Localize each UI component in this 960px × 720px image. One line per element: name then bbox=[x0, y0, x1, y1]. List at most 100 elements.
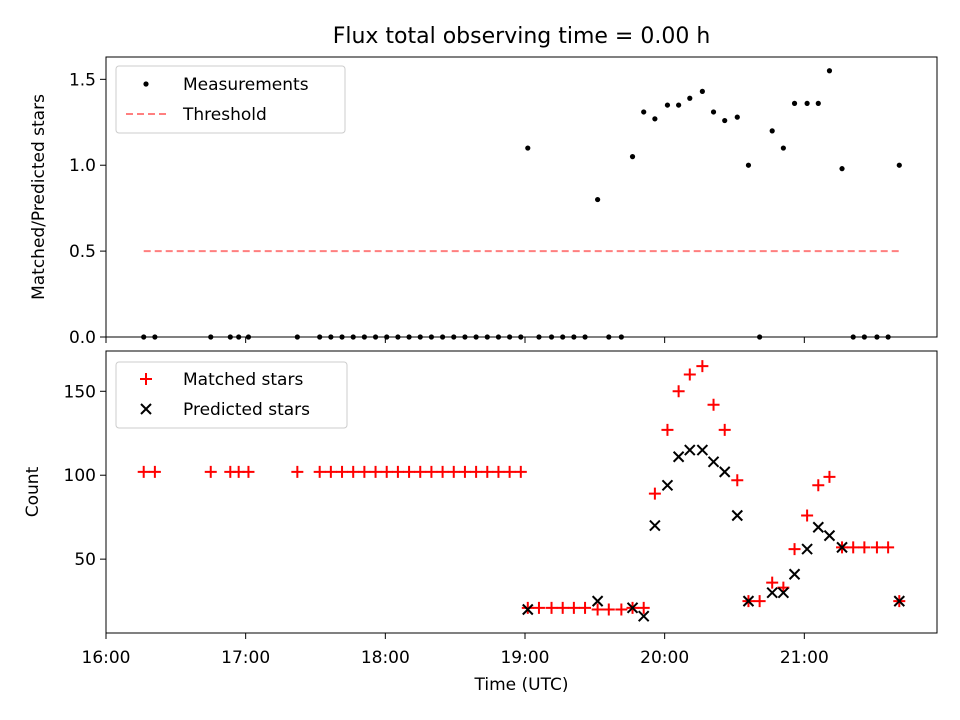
measurement-point bbox=[769, 128, 775, 134]
top-ytick-label: 0.0 bbox=[69, 328, 96, 348]
measurement-point bbox=[815, 100, 821, 106]
matched-star-point bbox=[369, 465, 382, 478]
predicted-star-point bbox=[661, 479, 674, 491]
predicted-star-point bbox=[649, 519, 661, 532]
matched-star-point bbox=[812, 479, 825, 492]
measurement-point bbox=[734, 114, 740, 120]
predicted-star-point bbox=[788, 568, 801, 580]
matched-star-point bbox=[556, 601, 569, 614]
measurement-point bbox=[745, 162, 752, 168]
measurement-point bbox=[722, 117, 728, 124]
matched-star-point bbox=[788, 543, 801, 556]
bottom-yticks: 50 100 150 bbox=[64, 382, 106, 570]
matched-star-point bbox=[753, 595, 766, 608]
matched-star-point bbox=[414, 465, 427, 478]
top-xticks bbox=[105, 337, 805, 343]
bottom-marks bbox=[137, 360, 906, 622]
matched-star-point bbox=[425, 465, 438, 478]
matched-star-point bbox=[648, 487, 661, 500]
xtick-label: 18:00 bbox=[361, 648, 410, 668]
matched-star-point bbox=[731, 474, 744, 487]
xtick-label: 17:00 bbox=[221, 648, 270, 668]
top-y-axis-label: Matched/Predicted stars bbox=[29, 94, 49, 300]
matched-star-point bbox=[579, 601, 592, 614]
measurement-point bbox=[629, 154, 636, 160]
matched-star-point bbox=[324, 465, 337, 478]
matched-star-point bbox=[521, 601, 534, 614]
bottom-ytick-label: 100 bbox=[64, 466, 96, 486]
predicted-star-point bbox=[672, 451, 685, 463]
measurement-point bbox=[699, 88, 705, 94]
bottom-plot-frame bbox=[105, 350, 938, 634]
legend-threshold-label: Threshold bbox=[182, 105, 267, 125]
predicted-star-point bbox=[522, 603, 534, 616]
matched-star-point bbox=[766, 576, 779, 589]
matched-star-point bbox=[242, 465, 255, 478]
measurement-point bbox=[804, 100, 810, 106]
matched-star-point bbox=[847, 541, 860, 554]
matched-star-point bbox=[503, 465, 516, 478]
predicted-star-point bbox=[637, 610, 650, 622]
measurement-point bbox=[791, 100, 798, 106]
matched-star-point bbox=[567, 601, 580, 614]
top-ytick-label: 1.0 bbox=[69, 156, 96, 176]
predicted-star-point bbox=[707, 456, 720, 468]
matched-star-point bbox=[447, 465, 460, 478]
matched-star-point bbox=[380, 465, 393, 478]
matched-star-point bbox=[637, 601, 650, 614]
matched-star-point bbox=[336, 465, 349, 478]
x-axis-label: Time (UTC) bbox=[474, 675, 569, 695]
measurement-point bbox=[664, 102, 671, 108]
bottom-ytick-label: 150 bbox=[64, 382, 96, 402]
predicted-star-point bbox=[777, 587, 790, 599]
matched-star-point bbox=[347, 465, 360, 478]
matched-star-point bbox=[532, 601, 545, 614]
matched-star-point bbox=[591, 603, 604, 616]
legend-measurements-marker bbox=[143, 81, 149, 87]
bottom-xticks: 16:00 17:00 18:00 19:00 20:00 21:00 bbox=[82, 633, 829, 668]
matched-star-point bbox=[492, 465, 505, 478]
matched-star-point bbox=[545, 601, 558, 614]
measurement-point bbox=[525, 145, 531, 151]
matched-star-point bbox=[707, 398, 720, 411]
predicted-star-point bbox=[591, 595, 604, 607]
predicted-star-point bbox=[812, 521, 824, 533]
predicted-star-point bbox=[742, 595, 755, 607]
predicted-star-point bbox=[836, 541, 848, 554]
measurement-point bbox=[676, 102, 682, 108]
measurement-point bbox=[652, 116, 658, 122]
measurement-point bbox=[595, 196, 601, 203]
matched-star-point bbox=[436, 465, 449, 478]
matched-star-point bbox=[870, 541, 883, 554]
predicted-star-point bbox=[801, 543, 813, 555]
top-ytick-label: 0.5 bbox=[69, 242, 96, 262]
legend-predicted-label: Predicted stars bbox=[183, 400, 310, 420]
measurement-point bbox=[687, 95, 693, 101]
matched-star-point bbox=[204, 465, 217, 478]
predicted-star-point bbox=[893, 595, 905, 607]
top-yticks: 0.0 0.5 1.0 1.5 bbox=[69, 70, 106, 348]
legend-matched-label: Matched stars bbox=[183, 370, 303, 390]
matched-star-point bbox=[391, 465, 404, 478]
matched-star-point bbox=[661, 423, 674, 436]
xtick-label: 20:00 bbox=[640, 648, 689, 668]
chart-title: Flux total observing time = 0.00 h bbox=[333, 24, 711, 49]
bottom-legend-box bbox=[115, 361, 348, 429]
xtick-label: 19:00 bbox=[500, 648, 549, 668]
matched-star-point bbox=[514, 465, 527, 478]
matched-star-point bbox=[615, 603, 628, 616]
predicted-star-point bbox=[766, 587, 778, 599]
matched-star-point bbox=[291, 465, 304, 478]
predicted-star-point bbox=[626, 602, 639, 614]
matched-star-point bbox=[602, 603, 615, 616]
measurement-point bbox=[780, 145, 786, 151]
matched-star-point bbox=[823, 470, 836, 483]
measurement-point bbox=[839, 166, 845, 172]
matched-star-point bbox=[458, 465, 471, 478]
matched-star-point bbox=[882, 541, 895, 554]
top-plot-frame bbox=[105, 56, 938, 338]
top-legend: Measurements Threshold bbox=[115, 65, 346, 134]
matched-star-point bbox=[403, 465, 416, 478]
matched-star-point bbox=[672, 385, 685, 398]
